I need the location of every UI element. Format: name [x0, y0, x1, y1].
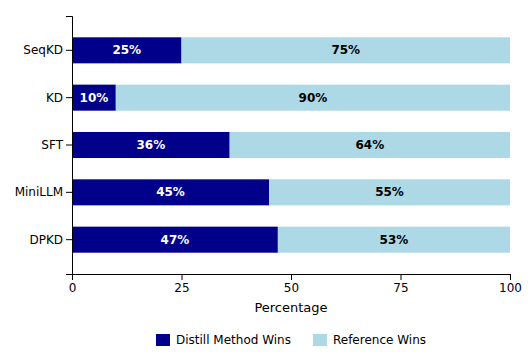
- legend-label: Distill Method Wins: [176, 333, 291, 347]
- bar: [72, 85, 116, 111]
- bar: [269, 179, 510, 205]
- tick: 100: [499, 274, 522, 295]
- legend-item: Distill Method Wins: [156, 333, 291, 347]
- tick-label: 0: [69, 281, 77, 295]
- tick-label: 50: [284, 281, 299, 295]
- y-axis: SeqKD KD SFT MiniLLM DPKD: [15, 17, 73, 275]
- legend-swatch: [313, 334, 327, 346]
- bar: [72, 227, 278, 253]
- bars: [72, 37, 510, 252]
- data-label: 45%: [156, 185, 185, 199]
- tick-mark: [66, 239, 72, 240]
- tick-label: SeqKD: [23, 43, 63, 57]
- tick-label: DPKD: [29, 233, 63, 247]
- bar: [72, 132, 230, 158]
- tick: 0: [69, 274, 77, 295]
- chart: 47% 45% 36% 10% 25% 53% 55% 64% 90% 75% 0 25 50 75 100…: [0, 0, 532, 358]
- tick: DPKD: [29, 233, 72, 247]
- tick-label: 25: [174, 281, 189, 295]
- bar: [72, 179, 269, 205]
- tick-mark: [66, 192, 72, 193]
- data-labels: 47% 45% 36% 10% 25% 53% 55% 64% 90% 75%: [80, 43, 409, 246]
- data-label: 10%: [80, 91, 109, 105]
- tick: 50: [284, 274, 299, 295]
- axis-line: [66, 17, 73, 275]
- axis-title: Percentage: [254, 300, 327, 315]
- tick-label: KD: [46, 91, 63, 105]
- data-label: 36%: [136, 138, 165, 152]
- tick-mark: [182, 274, 183, 280]
- tick-mark: [66, 97, 72, 98]
- series-bars: [116, 37, 510, 252]
- tick-mark: [66, 50, 72, 51]
- tick-mark: [510, 274, 511, 280]
- bar: [72, 37, 182, 63]
- tick-label: MiniLLM: [15, 185, 63, 199]
- legend-label: Reference Wins: [333, 333, 426, 347]
- bar: [116, 85, 510, 111]
- tick-mark: [401, 274, 402, 280]
- data-label: 53%: [380, 233, 409, 247]
- legend: Distill Method Wins Reference Wins: [156, 333, 426, 347]
- axis-line: [73, 275, 511, 281]
- x-axis: 0 25 50 75 100: [69, 274, 522, 295]
- data-label: 25%: [112, 43, 141, 57]
- tick: SeqKD: [23, 43, 72, 57]
- legend-swatch: [156, 334, 170, 346]
- tick: KD: [46, 91, 72, 105]
- tick-label: SFT: [41, 138, 63, 152]
- tick-label: 100: [499, 281, 522, 295]
- tick: 25: [174, 274, 189, 295]
- tick-mark: [291, 274, 292, 280]
- tick: SFT: [41, 138, 72, 152]
- tick-mark: [66, 145, 72, 146]
- data-label: 64%: [355, 138, 384, 152]
- legend-item: Reference Wins: [313, 333, 426, 347]
- plot: 47% 45% 36% 10% 25% 53% 55% 64% 90% 75% 0 25 50 75 100…: [15, 17, 522, 316]
- tick-label: 75: [393, 281, 408, 295]
- data-label: 55%: [375, 185, 404, 199]
- data-label: 90%: [299, 91, 328, 105]
- bar: [230, 132, 510, 158]
- tick: MiniLLM: [15, 185, 72, 199]
- bar: [278, 227, 510, 253]
- data-label: 47%: [161, 233, 190, 247]
- data-label: 75%: [331, 43, 360, 57]
- tick: 75: [393, 274, 408, 295]
- bar: [182, 37, 511, 63]
